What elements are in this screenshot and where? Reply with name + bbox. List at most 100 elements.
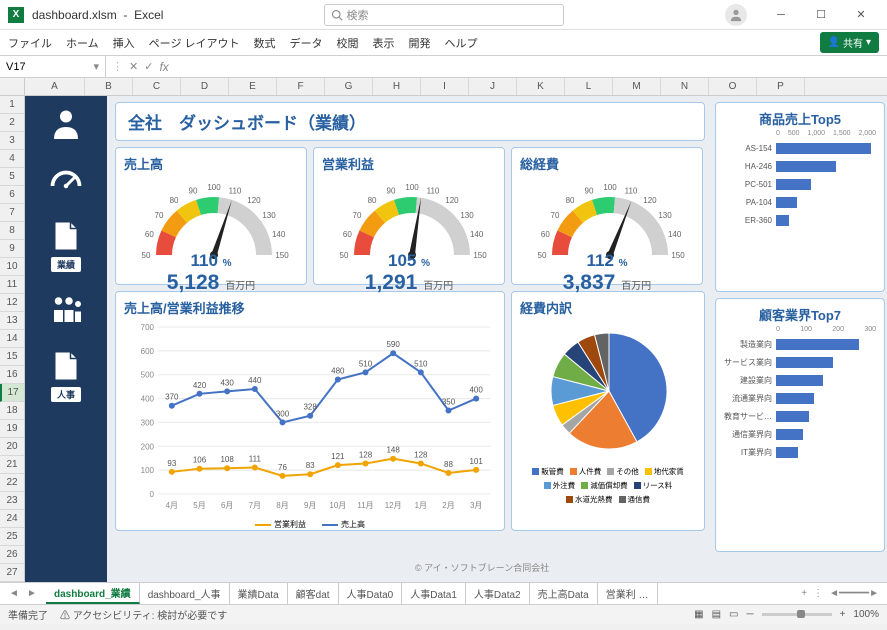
row-header[interactable]: 19 xyxy=(0,420,25,438)
sheet-add-button[interactable]: + xyxy=(801,588,807,599)
row-header[interactable]: 24 xyxy=(0,510,25,528)
ribbon-tab[interactable]: 挿入 xyxy=(113,33,135,53)
row-header[interactable]: 13 xyxy=(0,312,25,330)
row-header[interactable]: 1 xyxy=(0,96,25,114)
row-header[interactable]: 2 xyxy=(0,114,25,132)
ribbon-tab[interactable]: ホーム xyxy=(66,33,99,53)
sheet-tab[interactable]: 営業利 … xyxy=(598,583,658,604)
zoom-out-button[interactable]: ─ xyxy=(746,609,753,620)
row-header[interactable]: 14 xyxy=(0,330,25,348)
zoom-in-button[interactable]: + xyxy=(840,609,846,620)
row-header[interactable]: 16 xyxy=(0,366,25,384)
row-header[interactable]: 12 xyxy=(0,294,25,312)
column-header[interactable]: D xyxy=(181,78,229,95)
sidebar-item-person[interactable] xyxy=(41,106,91,142)
name-box[interactable]: V17▾ xyxy=(0,56,106,77)
ribbon-tab[interactable]: 表示 xyxy=(373,33,395,53)
column-header[interactable]: M xyxy=(613,78,661,95)
sheet-tab[interactable]: 売上高Data xyxy=(530,583,598,604)
column-header[interactable]: N xyxy=(661,78,709,95)
sidebar-item-hr[interactable]: 人事 xyxy=(41,348,91,402)
sheet-nav[interactable]: ◄► xyxy=(0,588,46,599)
sheet-tab[interactable]: dashboard_人事 xyxy=(140,583,230,604)
svg-text:120: 120 xyxy=(445,196,459,205)
column-header[interactable]: B xyxy=(85,78,133,95)
row-header[interactable]: 7 xyxy=(0,204,25,222)
sidebar-item-people[interactable] xyxy=(41,292,91,328)
row-header[interactable]: 5 xyxy=(0,168,25,186)
svg-text:400: 400 xyxy=(469,386,483,395)
bar-label: IT業界向 xyxy=(724,447,772,458)
view-break-button[interactable]: ▭ xyxy=(729,609,738,620)
row-header[interactable]: 17 xyxy=(0,384,25,402)
row-header[interactable]: 11 xyxy=(0,276,25,294)
row-header[interactable]: 23 xyxy=(0,492,25,510)
close-button[interactable]: ✕ xyxy=(843,3,879,27)
zoom-slider[interactable] xyxy=(762,613,832,616)
ribbon-tab[interactable]: 開発 xyxy=(409,33,431,53)
search-box[interactable]: 検索 xyxy=(324,4,564,26)
worksheet-canvas[interactable]: 業績 人事 全社 ダッシュボード（業績） 売上高5060708090100110… xyxy=(25,96,887,582)
sheet-tab[interactable]: 業績Data xyxy=(230,583,288,604)
view-page-button[interactable]: ▤ xyxy=(712,609,721,620)
column-header[interactable]: H xyxy=(373,78,421,95)
gauge-card: 売上高5060708090100110120130140150110 %5,12… xyxy=(115,147,307,285)
column-header[interactable]: J xyxy=(469,78,517,95)
view-normal-button[interactable]: ▦ xyxy=(694,609,703,620)
row-header[interactable]: 18 xyxy=(0,402,25,420)
row-header[interactable]: 6 xyxy=(0,186,25,204)
svg-text:700: 700 xyxy=(141,323,155,332)
column-header[interactable]: C xyxy=(133,78,181,95)
status-accessibility[interactable]: ⚠ アクセシビリティ: 検討が必要です xyxy=(60,607,227,622)
row-header[interactable]: 4 xyxy=(0,150,25,168)
select-all-corner[interactable] xyxy=(0,78,25,95)
formula-bar[interactable]: ⋮✕✓fx xyxy=(106,60,175,74)
zoom-value[interactable]: 100% xyxy=(853,609,879,620)
minimize-button[interactable]: ─ xyxy=(763,3,799,27)
ribbon-tab[interactable]: データ xyxy=(290,33,323,53)
maximize-button[interactable]: ☐ xyxy=(803,3,839,27)
ribbon-tab[interactable]: ヘルプ xyxy=(445,33,478,53)
column-header[interactable]: G xyxy=(325,78,373,95)
column-header[interactable]: K xyxy=(517,78,565,95)
ribbon-tab[interactable]: ページ レイアウト xyxy=(149,33,240,53)
sheet-tab[interactable]: 人事Data1 xyxy=(402,583,466,604)
column-header[interactable]: F xyxy=(277,78,325,95)
row-header[interactable]: 27 xyxy=(0,564,25,582)
row-header[interactable]: 3 xyxy=(0,132,25,150)
row-header[interactable]: 25 xyxy=(0,528,25,546)
row-header[interactable]: 10 xyxy=(0,258,25,276)
ribbon-tab[interactable]: ファイル xyxy=(8,33,52,53)
sheet-tab[interactable]: 顧客dat xyxy=(288,583,339,604)
sheet-tab[interactable]: 人事Data0 xyxy=(339,583,403,604)
ribbon-tab[interactable]: 数式 xyxy=(254,33,276,53)
column-header[interactable]: O xyxy=(709,78,757,95)
row-header[interactable]: 20 xyxy=(0,438,25,456)
share-button[interactable]: 👤 共有 ▾ xyxy=(820,32,879,53)
sheet-tab[interactable]: 人事Data2 xyxy=(466,583,530,604)
row-header[interactable]: 8 xyxy=(0,222,25,240)
sheet-more-button[interactable]: ⋮ xyxy=(813,588,823,599)
ribbon-tab[interactable]: 校閲 xyxy=(337,33,359,53)
sidebar-item-gauge[interactable] xyxy=(41,162,91,198)
row-header[interactable]: 26 xyxy=(0,546,25,564)
column-header[interactable]: E xyxy=(229,78,277,95)
column-header[interactable]: I xyxy=(421,78,469,95)
svg-text:430: 430 xyxy=(220,378,234,387)
column-header[interactable]: P xyxy=(757,78,805,95)
svg-text:90: 90 xyxy=(189,186,198,195)
user-avatar[interactable] xyxy=(725,4,747,26)
row-header[interactable]: 9 xyxy=(0,240,25,258)
column-header[interactable]: L xyxy=(565,78,613,95)
row-header[interactable]: 22 xyxy=(0,474,25,492)
svg-text:90: 90 xyxy=(585,186,594,195)
row-header[interactable]: 15 xyxy=(0,348,25,366)
sidebar-item-performance[interactable]: 業績 xyxy=(41,218,91,272)
column-header[interactable]: A xyxy=(25,78,85,95)
row-header[interactable]: 21 xyxy=(0,456,25,474)
sheet-tab[interactable]: dashboard_業績 xyxy=(46,583,140,604)
svg-text:83: 83 xyxy=(306,461,315,470)
svg-text:9月: 9月 xyxy=(304,501,316,510)
excel-app-icon: X xyxy=(8,7,24,23)
gauge-value: 3,837 百万円 xyxy=(520,271,694,295)
